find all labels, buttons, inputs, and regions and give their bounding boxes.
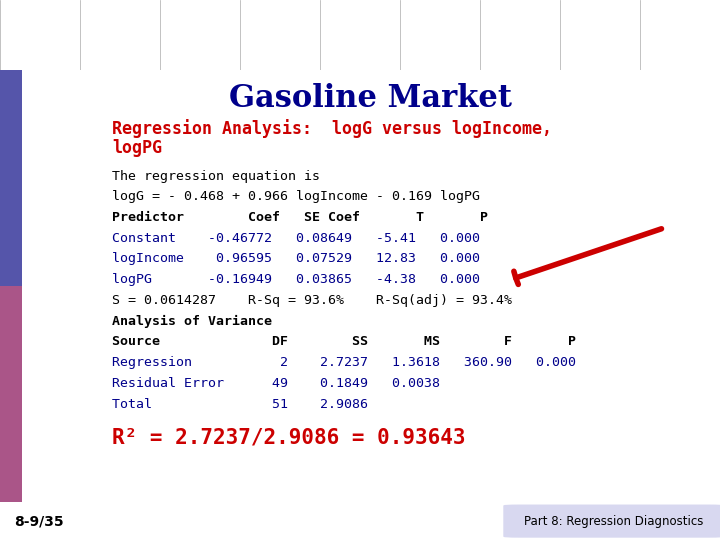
Text: Part 8: Regression Diagnostics: Part 8: Regression Diagnostics xyxy=(524,515,704,528)
Text: R² = 2.7237/2.9086 = 0.93643: R² = 2.7237/2.9086 = 0.93643 xyxy=(112,428,466,448)
Text: 8-9/35: 8-9/35 xyxy=(14,514,64,528)
Text: Source              DF        SS       MS        F       P: Source DF SS MS F P xyxy=(112,335,577,348)
Text: Regression           2    2.7237   1.3618   360.90   0.000: Regression 2 2.7237 1.3618 360.90 0.000 xyxy=(112,356,577,369)
Bar xyxy=(0,70,22,286)
Text: Analysis of Variance: Analysis of Variance xyxy=(112,315,272,328)
Text: logPG: logPG xyxy=(112,139,163,157)
Text: logG = - 0.468 + 0.966 logIncome - 0.169 logPG: logG = - 0.468 + 0.966 logIncome - 0.169… xyxy=(112,190,480,203)
Text: Regression Analysis:  logG versus logIncome,: Regression Analysis: logG versus logInco… xyxy=(112,119,552,138)
Text: Residual Error      49    0.1849   0.0038: Residual Error 49 0.1849 0.0038 xyxy=(112,377,441,390)
FancyBboxPatch shape xyxy=(504,505,720,537)
Bar xyxy=(0,286,22,502)
Text: logPG       -0.16949   0.03865   -4.38   0.000: logPG -0.16949 0.03865 -4.38 0.000 xyxy=(112,273,480,286)
Text: logIncome    0.96595   0.07529   12.83   0.000: logIncome 0.96595 0.07529 12.83 0.000 xyxy=(112,253,480,266)
Text: Predictor        Coef   SE Coef       T       P: Predictor Coef SE Coef T P xyxy=(112,211,488,224)
Text: S = 0.0614287    R-Sq = 93.6%    R-Sq(adj) = 93.4%: S = 0.0614287 R-Sq = 93.6% R-Sq(adj) = 9… xyxy=(112,294,513,307)
Text: The regression equation is: The regression equation is xyxy=(112,170,320,183)
Text: Total               51    2.9086: Total 51 2.9086 xyxy=(112,397,369,410)
Text: Gasoline Market: Gasoline Market xyxy=(229,83,513,114)
Text: Constant    -0.46772   0.08649   -5.41   0.000: Constant -0.46772 0.08649 -5.41 0.000 xyxy=(112,232,480,245)
